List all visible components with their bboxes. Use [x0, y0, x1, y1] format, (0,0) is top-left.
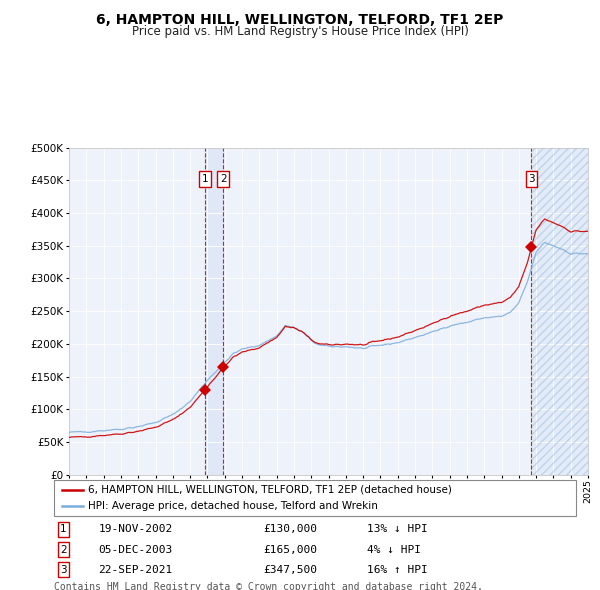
Text: 3: 3 [528, 174, 535, 184]
Text: 22-SEP-2021: 22-SEP-2021 [98, 565, 173, 575]
Text: 05-DEC-2003: 05-DEC-2003 [98, 545, 173, 555]
Text: 2: 2 [220, 174, 227, 184]
Text: HPI: Average price, detached house, Telford and Wrekin: HPI: Average price, detached house, Telf… [88, 502, 378, 512]
Text: 4% ↓ HPI: 4% ↓ HPI [367, 545, 421, 555]
Text: Contains HM Land Registry data © Crown copyright and database right 2024.
This d: Contains HM Land Registry data © Crown c… [54, 582, 483, 590]
Text: 19-NOV-2002: 19-NOV-2002 [98, 525, 173, 535]
Text: 3: 3 [60, 565, 67, 575]
Text: 6, HAMPTON HILL, WELLINGTON, TELFORD, TF1 2EP: 6, HAMPTON HILL, WELLINGTON, TELFORD, TF… [97, 13, 503, 27]
Text: 1: 1 [202, 174, 209, 184]
Bar [205, 148, 223, 475]
Bar [532, 148, 588, 475]
Text: Price paid vs. HM Land Registry's House Price Index (HPI): Price paid vs. HM Land Registry's House … [131, 25, 469, 38]
Text: 16% ↑ HPI: 16% ↑ HPI [367, 565, 428, 575]
Text: £347,500: £347,500 [263, 565, 317, 575]
Text: 13% ↓ HPI: 13% ↓ HPI [367, 525, 428, 535]
Bar [532, 148, 588, 475]
Text: £130,000: £130,000 [263, 525, 317, 535]
Text: 6, HAMPTON HILL, WELLINGTON, TELFORD, TF1 2EP (detached house): 6, HAMPTON HILL, WELLINGTON, TELFORD, TF… [88, 484, 452, 494]
Text: 1: 1 [60, 525, 67, 535]
Text: 2: 2 [60, 545, 67, 555]
Text: £165,000: £165,000 [263, 545, 317, 555]
